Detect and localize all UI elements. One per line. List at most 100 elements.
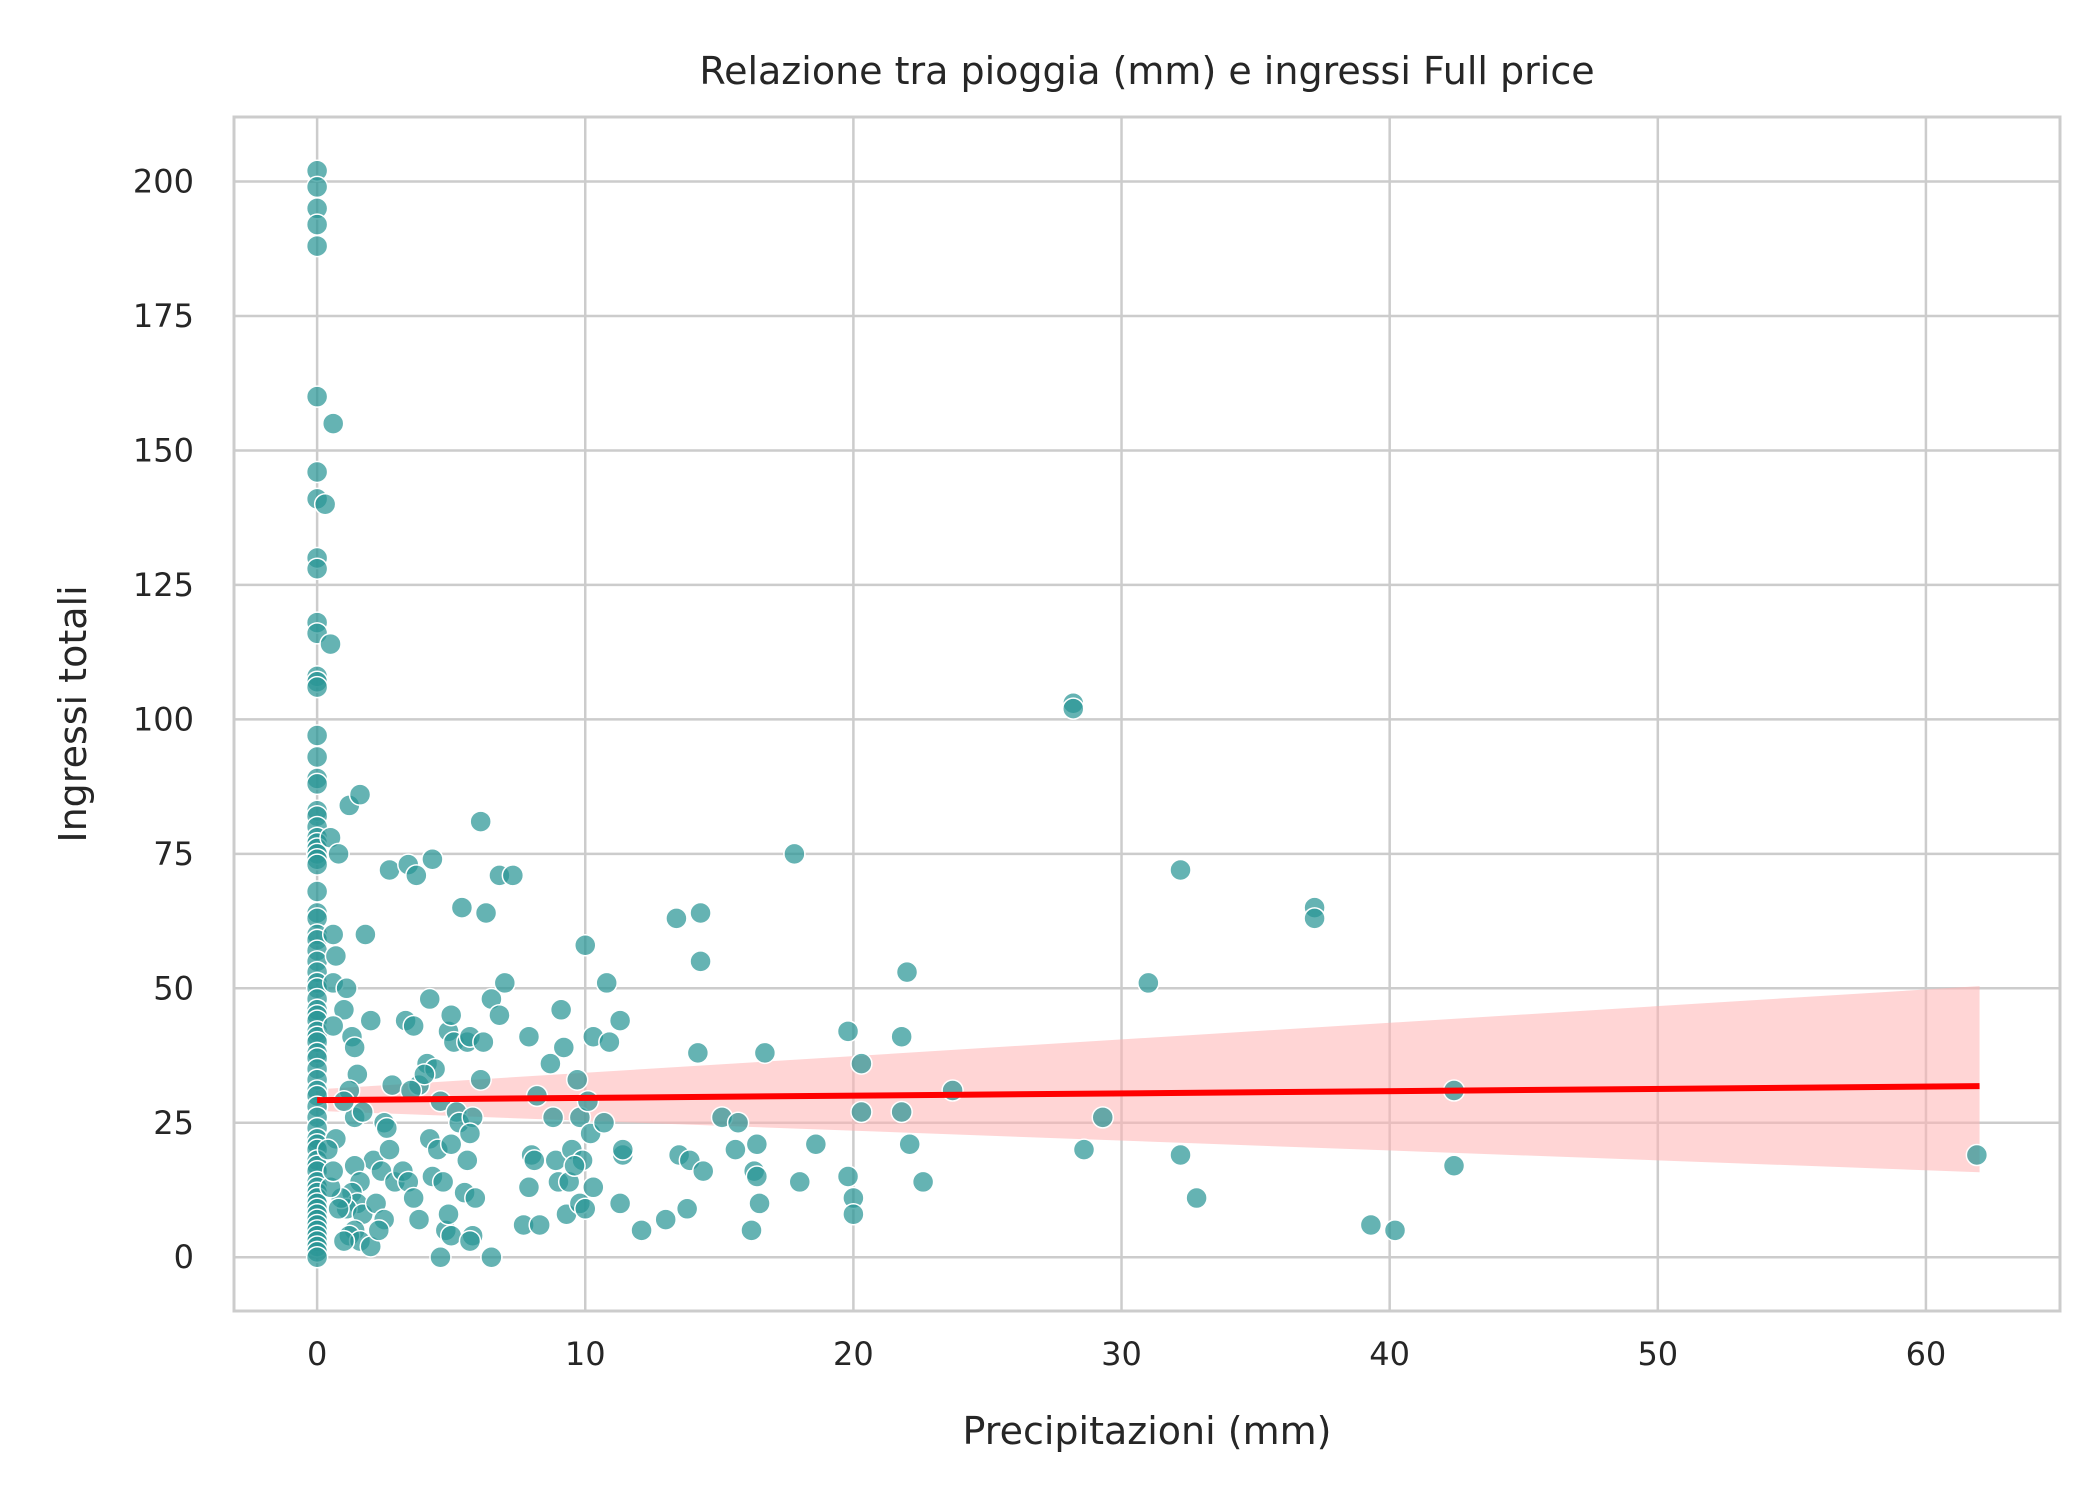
data-point (305, 675, 329, 699)
data-point (1303, 907, 1326, 930)
x-tick-label: 30 (1101, 1335, 1142, 1373)
data-point (474, 901, 498, 925)
data-point (305, 175, 329, 199)
data-point (804, 1133, 828, 1156)
y-tick-label: 125 (133, 566, 194, 604)
regression-line (317, 1083, 1980, 1104)
data-point (890, 1100, 913, 1124)
data-point (1965, 1143, 1989, 1167)
data-point (321, 923, 345, 946)
data-point (429, 1245, 452, 1269)
data-point (911, 1170, 935, 1194)
data-point (418, 987, 441, 1011)
data-point (305, 460, 329, 484)
data-point (598, 1030, 621, 1054)
y-tick-label: 75 (153, 835, 194, 873)
data-point (343, 1036, 366, 1059)
data-point (421, 847, 444, 871)
data-point (501, 864, 525, 887)
data-point (439, 1224, 463, 1247)
data-point (305, 772, 329, 796)
data-points (305, 159, 1989, 1269)
data-point (305, 234, 329, 258)
data-point (595, 971, 618, 995)
data-point (608, 1009, 632, 1032)
data-point (745, 1165, 769, 1188)
data-point (321, 412, 345, 435)
data-point (469, 810, 492, 833)
y-tick-label: 50 (153, 969, 194, 1007)
data-point (332, 998, 356, 1022)
data-point (367, 1219, 391, 1242)
y-tick-label: 100 (133, 700, 194, 738)
data-point (437, 1202, 460, 1226)
data-point (319, 632, 342, 656)
data-point (576, 1089, 600, 1113)
data-point (327, 842, 350, 866)
x-axis-title: Precipitazioni (mm) (963, 1409, 1332, 1453)
data-point (753, 1041, 777, 1065)
x-tick-label: 10 (565, 1335, 606, 1373)
data-point (354, 923, 377, 946)
data-point (493, 971, 517, 995)
data-point (517, 1025, 541, 1048)
data-point (1169, 1143, 1192, 1167)
data-point (380, 1073, 404, 1097)
x-tick-label: 60 (1906, 1335, 1947, 1373)
data-point (450, 896, 474, 919)
data-point (327, 1197, 350, 1221)
data-point (724, 1138, 747, 1161)
chart-title: Relazione tra pioggia (mm) e ingressi Fu… (699, 49, 1594, 93)
data-point (407, 1208, 431, 1231)
data-point (305, 880, 329, 903)
data-point (675, 1197, 699, 1221)
data-point (565, 1068, 589, 1091)
data-point (517, 1176, 541, 1199)
data-point (480, 1245, 503, 1269)
data-point (541, 1106, 565, 1129)
y-tick-label: 150 (133, 431, 194, 469)
data-point (523, 1149, 546, 1172)
data-point (375, 1116, 399, 1140)
data-point (740, 1219, 763, 1242)
data-point (348, 783, 372, 806)
data-point (464, 1186, 487, 1210)
data-point (458, 1122, 482, 1145)
data-point (1169, 858, 1192, 882)
data-point (842, 1202, 865, 1226)
y-tick-label: 200 (133, 163, 194, 201)
data-point (316, 1138, 340, 1161)
x-tick-labels: 0 10 20 30 40 50 60 (307, 1335, 1946, 1373)
data-point (402, 1014, 425, 1038)
data-point (378, 858, 401, 882)
data-point (359, 1009, 382, 1032)
data-point (332, 1229, 356, 1253)
data-point (305, 745, 329, 769)
data-point (313, 492, 337, 516)
y-tick-label: 25 (153, 1104, 194, 1142)
data-point (1072, 1138, 1096, 1161)
data-point (439, 1133, 463, 1156)
plot-frame (232, 115, 2062, 1313)
data-point (745, 1133, 769, 1156)
y-tick-labels: 0 25 50 75 100 125 150 175 200 (133, 163, 194, 1277)
x-tick-label: 50 (1637, 1335, 1678, 1373)
data-point (456, 1149, 479, 1172)
data-point (539, 1052, 562, 1075)
data-point (895, 960, 919, 984)
y-tick-label: 175 (133, 297, 194, 335)
data-point (528, 1213, 551, 1237)
data-point (1442, 1154, 1466, 1178)
x-tick-label: 40 (1369, 1335, 1410, 1373)
data-point (305, 557, 329, 581)
data-point (836, 1020, 860, 1043)
data-point (788, 1170, 812, 1194)
data-point (1185, 1186, 1208, 1210)
data-point (689, 901, 712, 925)
data-point (305, 853, 329, 876)
data-point (458, 1229, 482, 1253)
y-axis-title: Ingressi totali (51, 585, 95, 842)
data-point (305, 1245, 329, 1269)
data-point (402, 1186, 425, 1210)
